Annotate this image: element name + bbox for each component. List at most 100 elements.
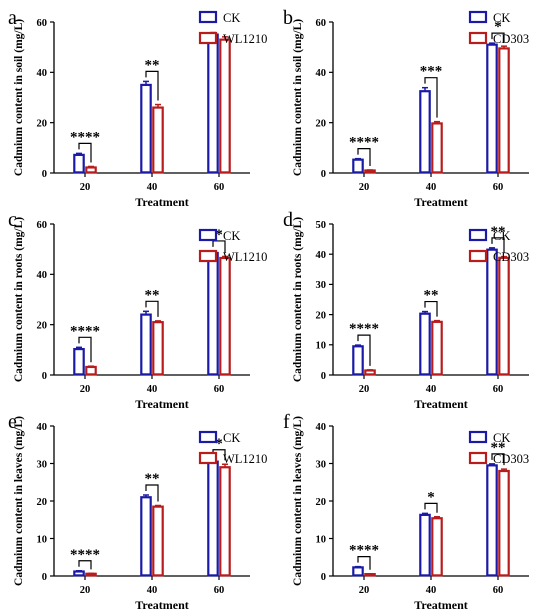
bar-treatment	[152, 106, 164, 174]
bar-ck	[352, 345, 364, 376]
significance-label: *	[215, 227, 223, 243]
legend-swatch-ck	[198, 430, 218, 444]
legend-label: CK	[223, 431, 240, 445]
significance-bracket	[212, 240, 226, 253]
x-tick-label: 60	[214, 384, 225, 395]
x-tick-label: 20	[359, 585, 370, 596]
bar-ck	[73, 153, 85, 174]
x-tick-label: 40	[426, 182, 437, 193]
legend-label: CK	[493, 431, 510, 445]
bar-ck	[486, 43, 498, 174]
x-tick-label: 20	[359, 384, 370, 395]
significance-label: *	[494, 19, 502, 35]
legend-swatch-treatment	[468, 31, 488, 45]
y-tick-label: 60	[316, 18, 327, 29]
legend-swatch-ck	[468, 10, 488, 24]
bar-ck	[207, 460, 219, 577]
significance-label: ****	[349, 321, 379, 337]
y-axis-title: Cadmium content in roots (mg/L)	[292, 217, 304, 382]
significance-label: ****	[70, 129, 100, 145]
legend-swatch-treatment	[198, 451, 218, 465]
x-tick-label: 40	[426, 384, 437, 395]
bar-ck	[140, 313, 152, 376]
bar-treatment	[152, 321, 164, 376]
panel-letter: d	[283, 209, 293, 231]
legend-swatch-treatment	[468, 451, 488, 465]
bar-treatment	[85, 365, 97, 376]
y-tick-label: 0	[42, 371, 47, 382]
legend-swatch-treatment	[198, 31, 218, 45]
legend-label: CK	[223, 11, 240, 25]
chart-panel-c: c 0 20 40 60 Cadmium content in roots (mg/L) 2…	[8, 209, 267, 411]
legend-label: CD303	[493, 250, 529, 264]
legend-swatch-treatment	[468, 249, 488, 263]
chart-panel-a: a 0 20 40 60 Cadmium content in soil (mg/L) 20…	[8, 7, 267, 209]
bar-treatment	[219, 256, 231, 376]
significance-label: ****	[70, 323, 100, 339]
panel-letter: b	[283, 7, 293, 29]
y-tick-label: 30	[37, 459, 48, 470]
y-tick-label: 60	[37, 18, 48, 29]
panel-letter: a	[8, 7, 17, 29]
significance-bracket	[78, 336, 92, 363]
bar-ck	[352, 566, 364, 577]
y-tick-label: 50	[316, 220, 327, 231]
legend-swatch-ck	[198, 10, 218, 24]
y-tick-label: 0	[321, 572, 326, 583]
y-axis-title: Cadmium content in leaves (mg/L)	[13, 416, 25, 586]
chart-panel-e: e 0 10 20 30 40 Cadmium content in leaves (mg/…	[8, 411, 267, 612]
y-tick-label: 40	[37, 68, 48, 79]
significance-bracket	[357, 148, 371, 166]
bar-ck	[486, 464, 498, 577]
significance-label: *	[215, 436, 223, 452]
significance-bracket	[491, 237, 505, 253]
bar-ck	[352, 158, 364, 174]
x-axis-title: Treatment	[414, 195, 468, 209]
bar-treatment	[431, 517, 443, 577]
significance-bracket	[424, 300, 438, 317]
y-tick-label: 40	[316, 250, 327, 261]
y-axis-title: Cadmium content in soil (mg/L)	[292, 19, 304, 176]
significance-bracket	[78, 142, 92, 163]
bar-treatment	[364, 169, 376, 174]
significance-bracket	[145, 300, 159, 317]
bar-ck	[140, 496, 152, 577]
x-tick-label: 60	[493, 585, 504, 596]
bar-ck	[73, 570, 85, 577]
significance-label: **	[145, 57, 160, 73]
y-tick-label: 40	[37, 422, 48, 433]
y-tick-label: 40	[37, 270, 48, 281]
x-tick-label: 60	[214, 182, 225, 193]
bar-ck	[73, 347, 85, 376]
legend-label: CK	[223, 229, 240, 243]
x-tick-label: 40	[426, 585, 437, 596]
bar-ck	[419, 90, 431, 174]
significance-bracket	[145, 484, 159, 502]
bar-ck	[207, 251, 219, 376]
y-tick-label: 20	[316, 497, 327, 508]
y-tick-label: 0	[42, 169, 47, 180]
y-tick-label: 40	[316, 422, 327, 433]
significance-label: *	[427, 489, 435, 505]
significance-bracket	[357, 334, 371, 366]
legend-swatch-ck	[468, 228, 488, 242]
x-tick-label: 20	[359, 182, 370, 193]
bar-ck	[207, 33, 219, 174]
y-axis-title: Cadmium content in roots (mg/L)	[13, 217, 25, 382]
y-tick-label: 10	[316, 341, 327, 352]
chart-panel-b: b 0 20 40 60 Cadmium content in soil (mg/L) 20…	[283, 7, 529, 209]
legend-label: CD303	[493, 32, 529, 46]
x-tick-label: 40	[147, 182, 158, 193]
legend-label: WL1210	[223, 250, 267, 264]
significance-label: **	[145, 471, 160, 487]
significance-label: **	[145, 287, 160, 303]
chart-panel-d: d 0 10 20 30 40 50 Cadmium content in roots (mg…	[283, 209, 529, 411]
panel-letter: f	[283, 411, 290, 433]
bar-treatment	[85, 166, 97, 174]
legend-label: CK	[493, 229, 510, 243]
legend-swatch-ck	[468, 430, 488, 444]
significance-label: **	[424, 288, 439, 304]
bar-ck	[486, 248, 498, 376]
bar-treatment	[498, 47, 510, 174]
